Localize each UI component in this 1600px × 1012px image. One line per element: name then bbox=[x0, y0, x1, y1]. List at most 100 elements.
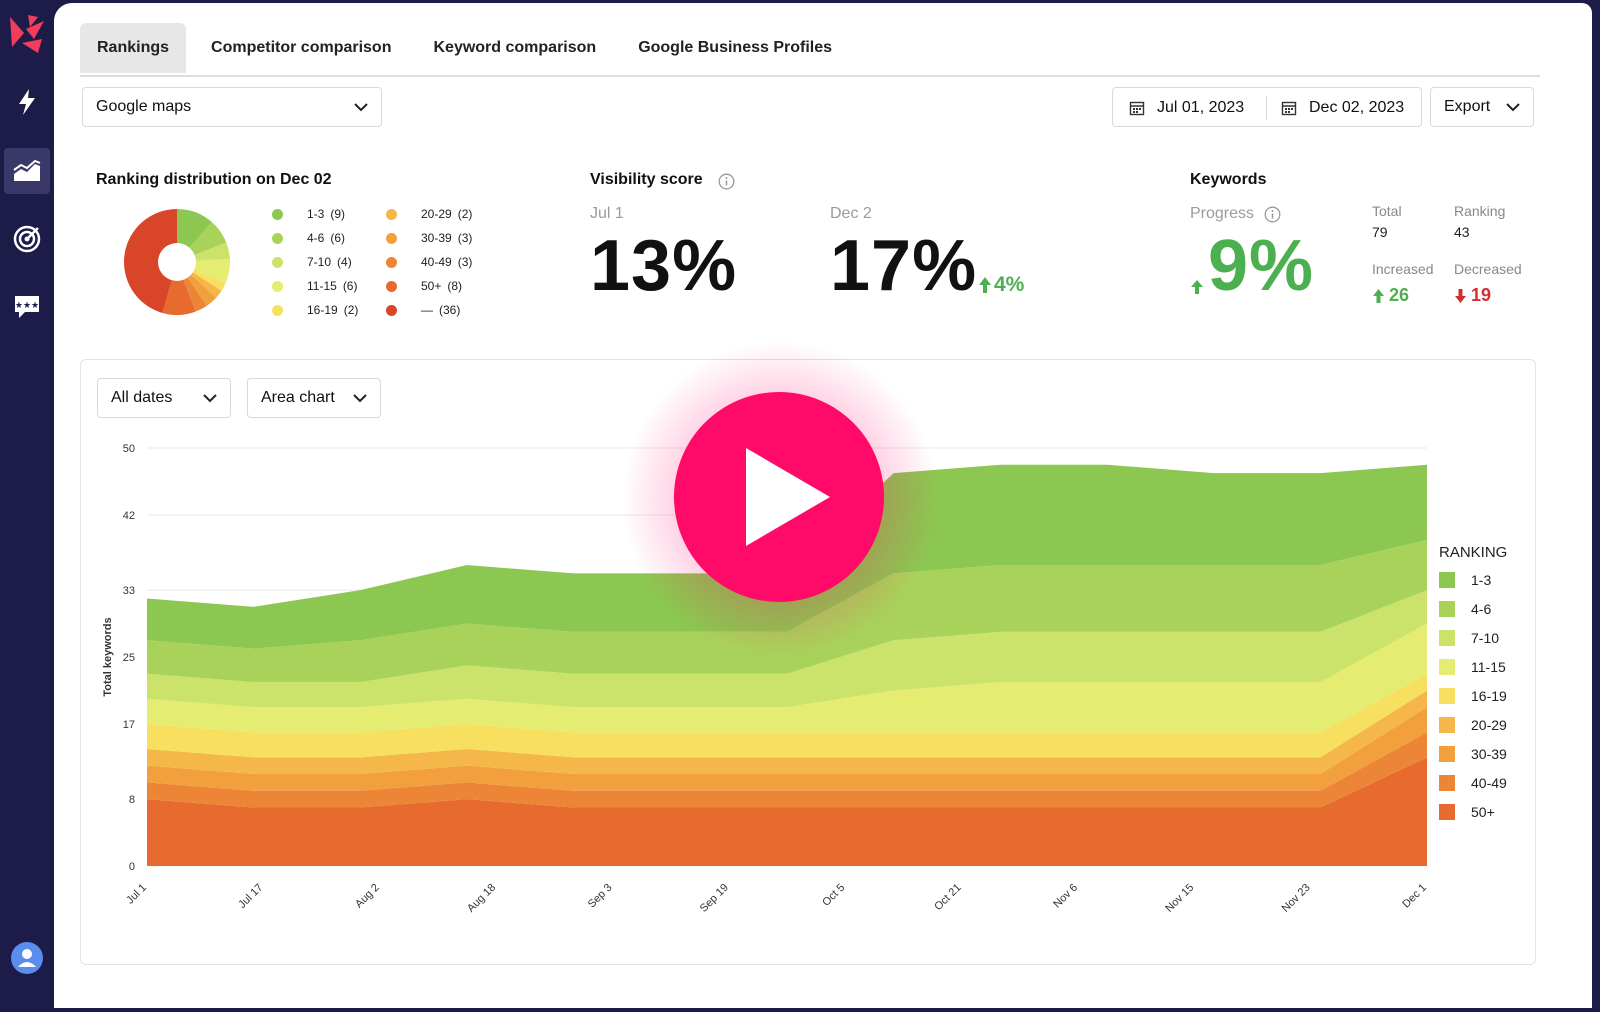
donut-slice-9 bbox=[123, 209, 177, 313]
tab-competitor-comparison[interactable]: Competitor comparison bbox=[211, 39, 392, 56]
distribution-legend-item: 30-39 (3) bbox=[386, 231, 472, 245]
legend-label: 7-10 bbox=[1471, 630, 1500, 646]
legend-label: 11-15 bbox=[1471, 659, 1506, 675]
legend-label: 16-19 bbox=[307, 303, 338, 317]
legend-dot bbox=[272, 280, 283, 292]
date-from-field[interactable]: Jul 01, 2023 bbox=[1129, 99, 1244, 117]
increased-stat: 26 bbox=[1372, 285, 1409, 306]
svg-text:★★★: ★★★ bbox=[15, 301, 39, 311]
legend-label: 20-29 bbox=[421, 207, 452, 221]
legend-label: 50+ bbox=[421, 279, 442, 293]
legend-item-16-19[interactable]: 16-19 bbox=[1439, 688, 1507, 704]
y-tick-label: 42 bbox=[123, 510, 135, 522]
date-range-select[interactable]: All dates bbox=[97, 378, 231, 418]
main-panel: Rankings Competitor comparison Keyword c… bbox=[54, 3, 1592, 1008]
visibility-delta: 4% bbox=[978, 273, 1024, 297]
decreased-stat: 19 bbox=[1454, 285, 1491, 306]
legend-label: 40-49 bbox=[1471, 775, 1507, 791]
play-button[interactable] bbox=[674, 392, 884, 602]
legend-label: 30-39 bbox=[421, 231, 452, 245]
area-series-40-49 bbox=[147, 732, 1427, 808]
x-tick-label: Nov 23 bbox=[1280, 882, 1313, 915]
tab-rankings[interactable]: Rankings bbox=[80, 23, 187, 73]
x-tick-label: Oct 5 bbox=[820, 882, 847, 909]
reviews-icon[interactable]: ★★★ bbox=[4, 284, 50, 330]
visibility-start-label: Jul 1 bbox=[590, 205, 624, 222]
legend-label: 40-49 bbox=[421, 255, 452, 269]
calendar-icon bbox=[1129, 101, 1145, 116]
visibility-end-label: Dec 2 bbox=[830, 205, 872, 222]
visibility-title: Visibility score bbox=[590, 171, 703, 188]
legend-count: (36) bbox=[439, 303, 461, 317]
distribution-legend-item: 11-15 (6) bbox=[272, 279, 357, 293]
area-series-11-15 bbox=[147, 623, 1427, 733]
visibility-end-value: 17% bbox=[830, 226, 978, 306]
info-icon[interactable] bbox=[1264, 206, 1281, 223]
export-label: Export bbox=[1444, 98, 1491, 115]
x-tick-label: Aug 18 bbox=[465, 882, 498, 915]
ranking-chart-card: All dates Area chart 0 8 17 25 33 42 50 Total k… bbox=[80, 359, 1536, 965]
y-tick-label: 17 bbox=[123, 719, 135, 731]
donut-slice-8 bbox=[162, 262, 196, 315]
y-tick-label: 25 bbox=[123, 652, 135, 664]
source-select-value: Google maps bbox=[96, 98, 192, 115]
keywords-title: Keywords bbox=[1190, 171, 1267, 188]
y-tick-label: 50 bbox=[123, 443, 135, 455]
decreased-label: Decreased bbox=[1454, 261, 1522, 277]
area-series-1-3 bbox=[147, 464, 1427, 649]
legend-dot bbox=[386, 256, 397, 268]
source-select[interactable]: Google maps bbox=[82, 87, 382, 127]
legend-swatch bbox=[1439, 630, 1455, 646]
tab-google-business-profiles[interactable]: Google Business Profiles bbox=[638, 39, 833, 56]
legend-dot bbox=[386, 304, 397, 316]
chevron-down-icon bbox=[203, 394, 217, 403]
distribution-legend-item: 16-19 (2) bbox=[272, 303, 358, 317]
chart-type-select[interactable]: Area chart bbox=[247, 378, 381, 418]
x-tick-label: Jul 1 bbox=[124, 882, 149, 907]
legend-label: 50+ bbox=[1471, 804, 1495, 820]
area-series-20-29 bbox=[147, 690, 1427, 775]
legend-item-40-49[interactable]: 40-49 bbox=[1439, 775, 1507, 791]
legend-label: — bbox=[421, 303, 433, 317]
legend-swatch bbox=[1439, 746, 1455, 762]
legend-swatch bbox=[1439, 775, 1455, 791]
x-tick-label: Sep 3 bbox=[586, 882, 615, 911]
legend-label: 30-39 bbox=[1471, 746, 1507, 762]
legend-count: (2) bbox=[343, 303, 359, 317]
target-icon[interactable] bbox=[4, 216, 50, 262]
area-series-50+ bbox=[147, 757, 1427, 866]
ranking-value: 43 bbox=[1454, 224, 1470, 240]
legend-item-50+[interactable]: 50+ bbox=[1439, 804, 1495, 820]
y-tick-label: 0 bbox=[129, 861, 135, 873]
calendar-icon bbox=[1281, 101, 1297, 116]
donut-hole bbox=[158, 243, 196, 281]
legend-dot bbox=[386, 280, 397, 292]
area-series-4-6 bbox=[147, 539, 1427, 683]
distribution-donut-chart bbox=[123, 209, 230, 315]
x-tick-label: Sep 19 bbox=[698, 882, 731, 915]
sidebar: ★★★ bbox=[0, 0, 54, 1012]
x-tick-label: Jul 17 bbox=[236, 882, 265, 911]
legend-item-20-29[interactable]: 20-29 bbox=[1439, 717, 1507, 733]
date-to-field[interactable]: Dec 02, 2023 bbox=[1281, 99, 1404, 117]
visibility-delta-value: 4% bbox=[994, 273, 1025, 296]
legend-item-4-6[interactable]: 4-6 bbox=[1439, 601, 1491, 617]
legend-item-1-3[interactable]: 1-3 bbox=[1439, 572, 1491, 588]
visibility-start-value: 13% bbox=[590, 226, 738, 306]
legend-dot bbox=[272, 232, 283, 244]
y-tick-label: 33 bbox=[123, 585, 135, 597]
area-series-7-10 bbox=[147, 590, 1427, 708]
lightning-icon[interactable] bbox=[4, 79, 50, 125]
legend-item-7-10[interactable]: 7-10 bbox=[1439, 630, 1499, 646]
user-avatar-icon[interactable] bbox=[4, 935, 50, 981]
legend-item-30-39[interactable]: 30-39 bbox=[1439, 746, 1507, 762]
info-icon[interactable] bbox=[718, 173, 735, 190]
distribution-legend-item: 4-6 (6) bbox=[272, 231, 345, 245]
tab-keyword-comparison[interactable]: Keyword comparison bbox=[433, 39, 597, 56]
legend-item-11-15[interactable]: 11-15 bbox=[1439, 659, 1506, 675]
area-series-30-39 bbox=[147, 707, 1427, 791]
export-button[interactable]: Export bbox=[1430, 87, 1534, 127]
progress-label: Progress bbox=[1190, 205, 1255, 222]
brand-logo-icon[interactable] bbox=[4, 10, 50, 56]
rankings-chart-icon[interactable] bbox=[4, 148, 50, 194]
